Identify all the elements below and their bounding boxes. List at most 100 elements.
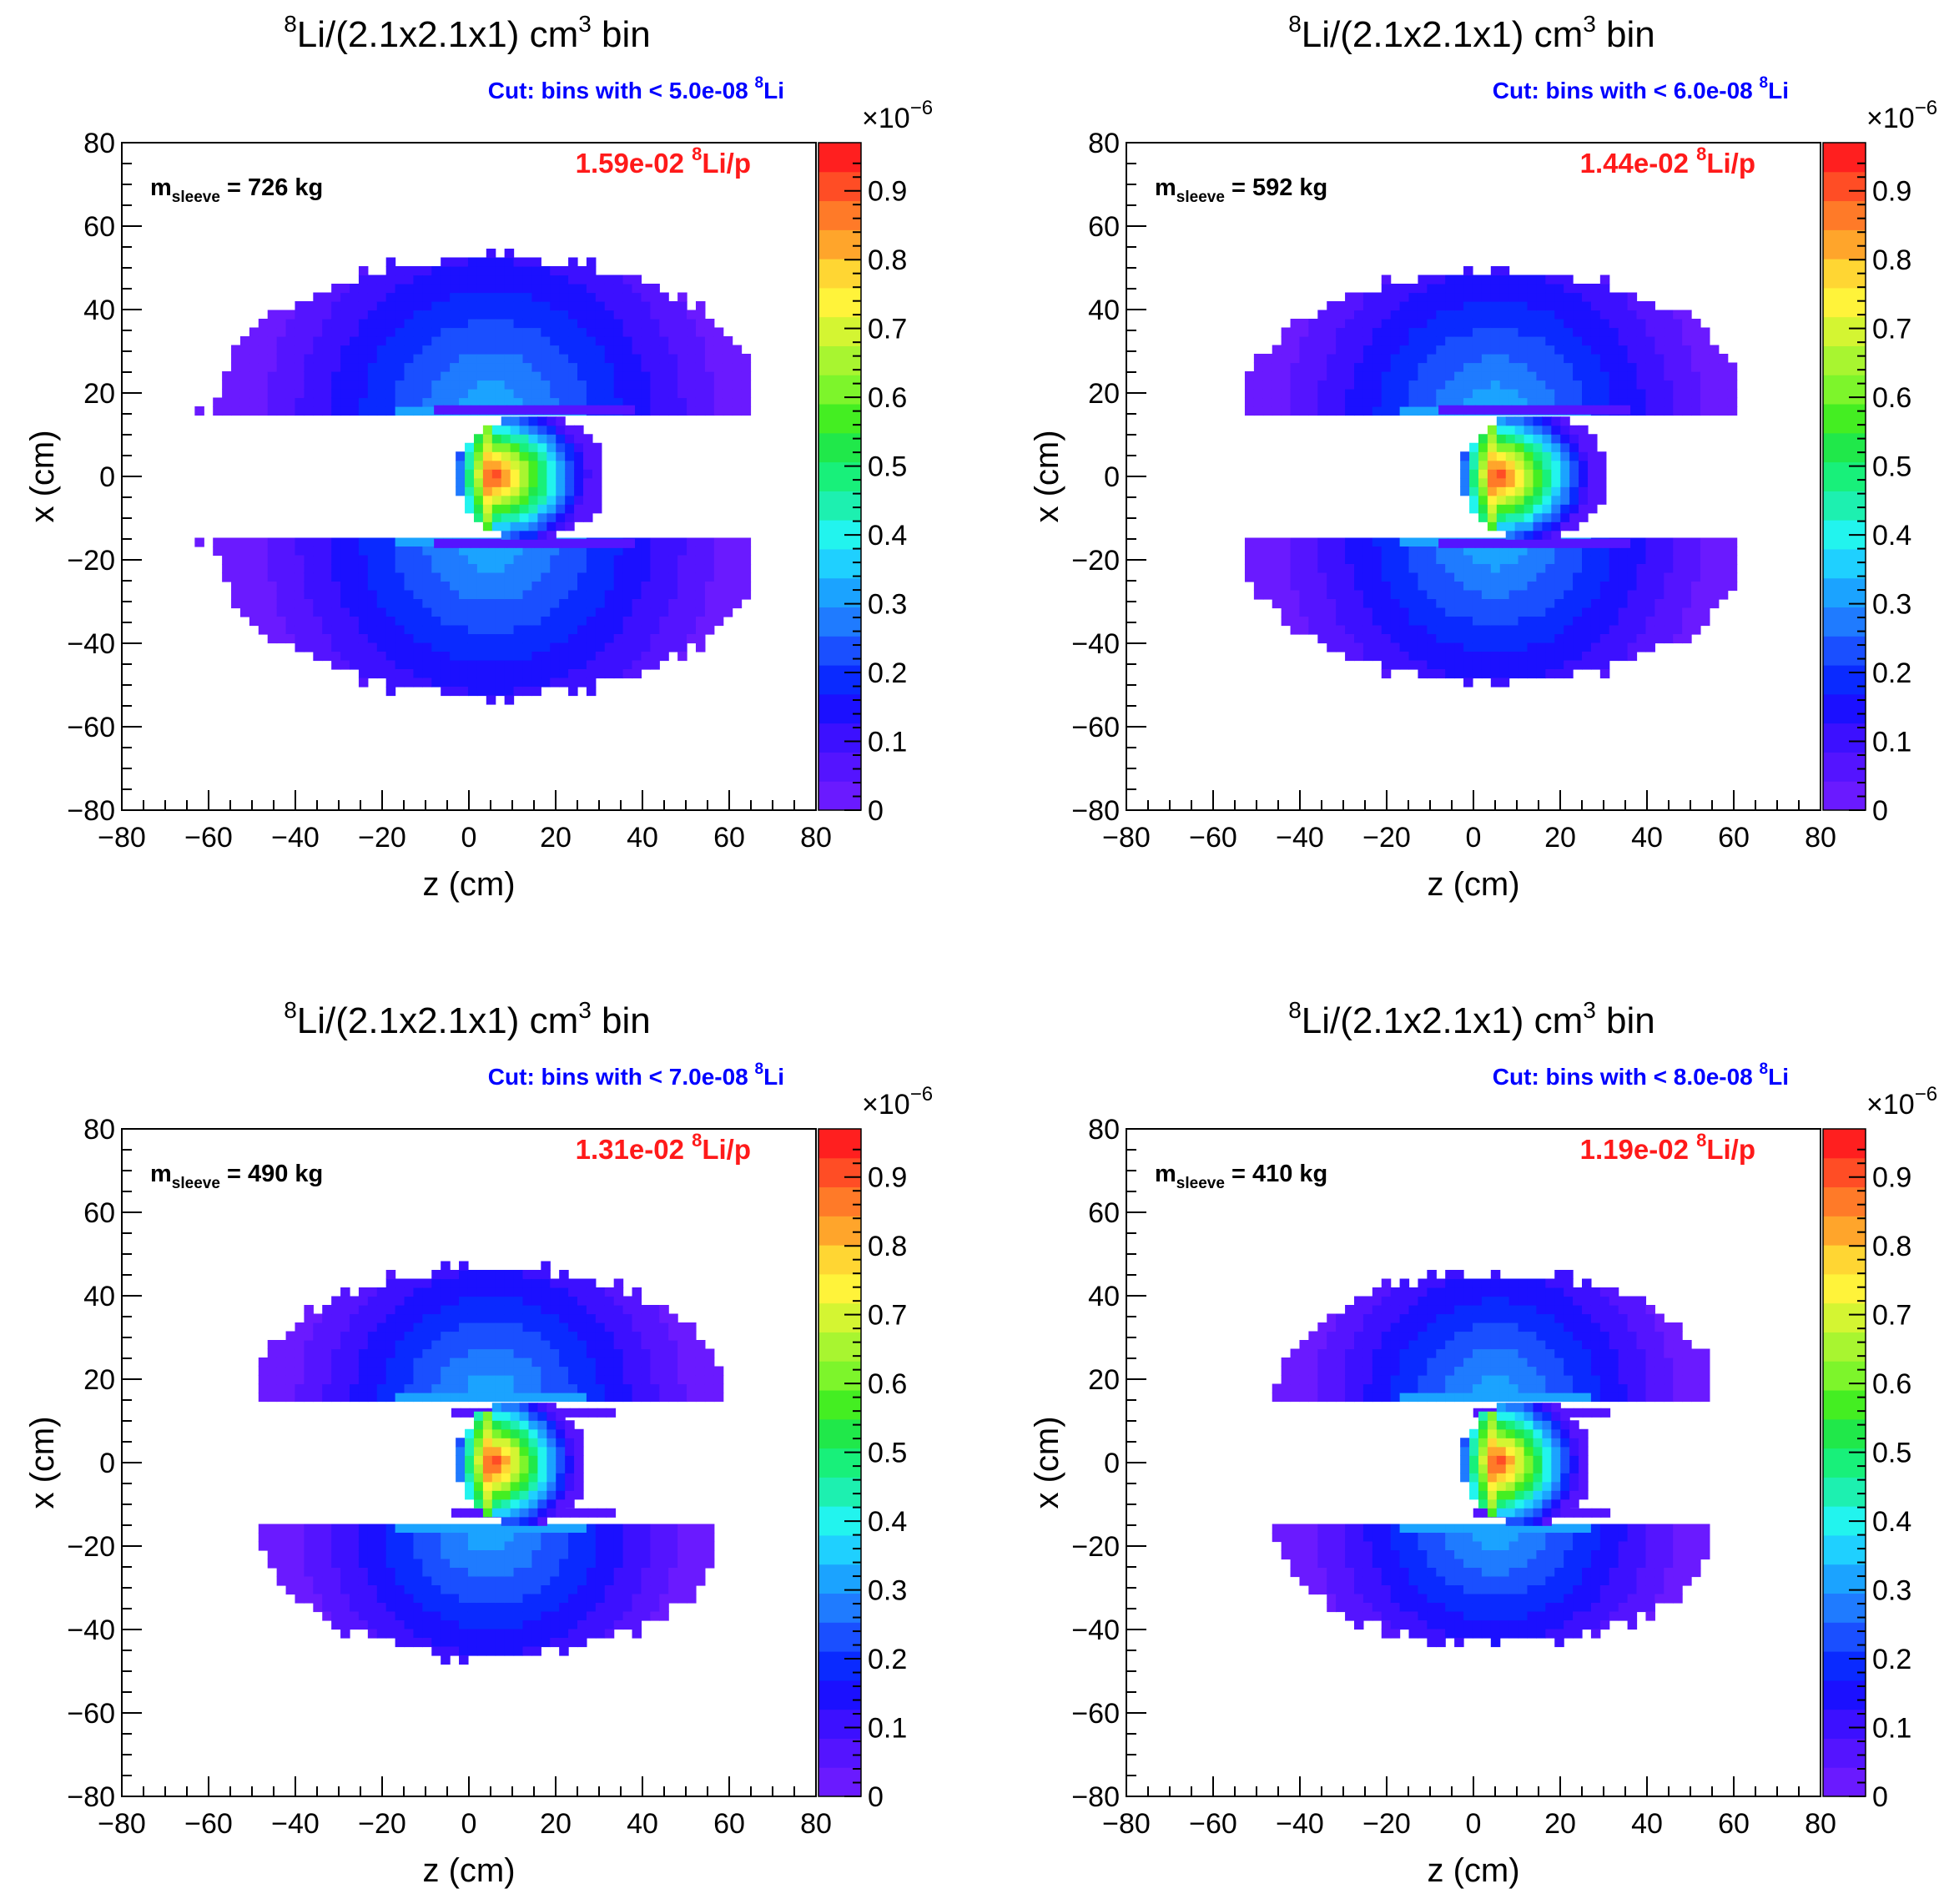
- heatmap-cell-upper: [1709, 354, 1720, 364]
- heatmap-cell-lower: [550, 590, 560, 600]
- heatmap-cell-lower: [1308, 564, 1318, 574]
- heatmap-cell-upper: [1463, 301, 1473, 311]
- heatmap-cell-upper: [1427, 371, 1437, 381]
- heatmap-cell-upper: [304, 327, 314, 337]
- heatmap-cell-lower: [350, 1533, 360, 1543]
- heatmap-cell-lower: [249, 564, 259, 574]
- heatmap-cell-upper: [295, 1340, 305, 1350]
- heatmap-cell-upper: [550, 1348, 560, 1358]
- heatmap-cell-upper: [367, 345, 378, 355]
- heatmap-cell-lower: [467, 1559, 478, 1569]
- heatmap-cell-upper: [1336, 319, 1346, 329]
- heatmap-cell-lower: [376, 572, 387, 582]
- heatmap-cell-lower: [568, 564, 578, 574]
- heatmap-cell-lower: [1463, 547, 1473, 557]
- heatmap-cell-lower: [550, 1559, 560, 1569]
- heatmap-cell-lower: [632, 660, 642, 670]
- heatmap-cell-upper: [385, 371, 396, 381]
- heatmap-cell-upper: [331, 319, 341, 329]
- heatmap-cell-lower: [513, 634, 524, 644]
- heatmap-cell-lower: [495, 1568, 506, 1578]
- heatmap-cell-upper: [431, 301, 441, 311]
- heatmap-cell-upper: [322, 327, 332, 337]
- heatmap-cell-lower: [568, 617, 578, 627]
- heatmap-cell-upper: [1627, 345, 1638, 355]
- heatmap-cell-upper: [568, 257, 578, 267]
- heatmap-cell-lower: [441, 547, 451, 557]
- heatmap-cell-lower: [431, 634, 441, 644]
- heatmap-cell-lower: [1582, 564, 1592, 574]
- heatmap-cell-core: [1588, 504, 1598, 514]
- heatmap-cell-lower: [1399, 564, 1410, 574]
- heatmap-cell-lower: [1700, 572, 1710, 582]
- heatmap-cell-upper: [385, 1313, 396, 1323]
- heatmap-cell-core: [519, 486, 530, 496]
- heatmap-cell-lower: [550, 625, 560, 635]
- heatmap-cell-lower: [1390, 652, 1401, 662]
- heatmap-cell-lower: [1645, 582, 1655, 592]
- heatmap-cell-lower: [1590, 660, 1601, 670]
- heatmap-cell-lower: [422, 1629, 432, 1639]
- heatmap-cell-lower: [1372, 582, 1382, 592]
- heatmap-cell-lower: [476, 1585, 487, 1595]
- heatmap-cell-lower: [431, 582, 441, 592]
- heatmap-cell-lower: [1372, 547, 1382, 557]
- heatmap-cell-lower: [1691, 590, 1701, 600]
- heatmap-cell-upper: [604, 284, 615, 294]
- colorbar-exponent: ×10−6: [862, 97, 933, 134]
- heatmap-cell-lower: [559, 1568, 569, 1578]
- heatmap-cell-upper: [1408, 292, 1419, 302]
- heatmap-cell-lower: [459, 599, 469, 609]
- heatmap-cell-core: [546, 477, 557, 487]
- heatmap-cell-lower: [1427, 572, 1437, 582]
- heatmap-cell-lower: [249, 599, 259, 609]
- heatmap-cell-lower: [513, 1603, 524, 1613]
- heatmap-cell-upper: [1272, 371, 1282, 381]
- heatmap-cell-lower: [1253, 572, 1264, 582]
- heatmap-cell-lower: [1481, 555, 1492, 565]
- heatmap-cell-lower: [577, 1559, 587, 1569]
- heatmap-cell-core: [1496, 434, 1507, 444]
- heatmap-cell-lower: [1372, 599, 1382, 609]
- heatmap-cell-upper: [568, 371, 578, 381]
- heatmap-cell-upper: [1362, 327, 1373, 337]
- heatmap-cell-upper: [285, 1393, 296, 1403]
- heatmap-cell-lower: [1372, 555, 1382, 565]
- heatmap-cell-lower: [1654, 634, 1665, 644]
- heatmap-cell-upper: [1590, 397, 1601, 407]
- heatmap-cell-lower: [267, 1524, 278, 1534]
- heatmap-cell-upper: [550, 1305, 560, 1315]
- heatmap-cell-lower: [1564, 582, 1574, 592]
- heatmap-cell-upper: [586, 319, 597, 329]
- heatmap-cell-lower: [622, 582, 633, 592]
- heatmap-cell-lower: [541, 652, 551, 662]
- heatmap-cell-lower: [595, 599, 606, 609]
- heatmap-cell-upper: [1299, 380, 1309, 390]
- heatmap-cell-lower: [395, 590, 405, 600]
- heatmap-cell-lower: [1590, 564, 1601, 574]
- heatmap-cell-upper: [641, 301, 651, 311]
- heatmap-cell-upper: [577, 310, 587, 320]
- heatmap-cell-upper: [413, 389, 423, 399]
- heatmap-cell-upper: [1518, 371, 1529, 381]
- heatmap-cell-lower: [1290, 617, 1301, 627]
- heatmap-cell-upper: [1372, 371, 1382, 381]
- heatmap-cell-lower: [1418, 652, 1428, 662]
- heatmap-cell-upper: [513, 284, 524, 294]
- heatmap-cell-upper: [568, 1348, 578, 1358]
- heatmap-cell-stem: [579, 538, 590, 548]
- heatmap-cell-lower: [1272, 555, 1282, 565]
- heatmap-cell-core: [456, 460, 466, 470]
- heatmap-cell-lower: [331, 590, 341, 600]
- heatmap-cell-lower: [541, 1620, 551, 1630]
- heatmap-cell-upper: [522, 354, 532, 364]
- heatmap-cell-lower: [1362, 547, 1373, 557]
- heatmap-cell-upper: [450, 284, 460, 294]
- heatmap-cell-upper: [559, 1348, 569, 1358]
- heatmap-cell-lower: [1299, 547, 1309, 557]
- heatmap-cell-upper: [595, 371, 606, 381]
- heatmap-cell-upper: [504, 1270, 515, 1280]
- heatmap-cell-upper: [1718, 354, 1729, 364]
- heatmap-cell-lower: [1317, 590, 1327, 600]
- heatmap-cell-upper: [322, 406, 332, 416]
